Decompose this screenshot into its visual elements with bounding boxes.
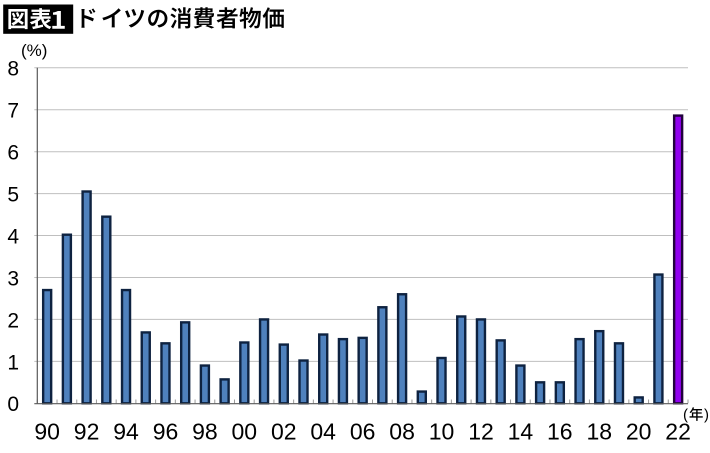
svg-text:8: 8 [7,58,19,81]
svg-text:20: 20 [626,419,652,445]
svg-text:14: 14 [508,419,534,445]
svg-text:00: 00 [232,419,258,445]
svg-text:90: 90 [34,419,60,445]
svg-text:02: 02 [271,419,297,445]
svg-text:96: 96 [153,419,179,445]
svg-text:2: 2 [7,309,19,332]
svg-text:1: 1 [7,351,19,374]
svg-text:0: 0 [7,393,19,416]
svg-text:08: 08 [389,419,415,445]
svg-text:22: 22 [665,419,691,445]
svg-text:10: 10 [429,419,455,445]
svg-text:(%): (%) [21,41,47,60]
svg-text:04: 04 [310,419,336,445]
svg-text:92: 92 [74,419,100,445]
svg-text:12: 12 [468,419,494,445]
svg-text:06: 06 [350,419,376,445]
svg-text:3: 3 [7,267,19,290]
svg-text:4: 4 [7,225,19,248]
svg-text:7: 7 [7,100,19,123]
svg-text:16: 16 [547,419,573,445]
svg-text:94: 94 [113,419,139,445]
svg-text:98: 98 [192,419,218,445]
svg-text:18: 18 [587,419,613,445]
svg-text:(: ( [683,407,688,424]
svg-text:6: 6 [7,142,19,165]
svg-text:): ) [704,407,709,424]
svg-text:5: 5 [7,184,19,207]
